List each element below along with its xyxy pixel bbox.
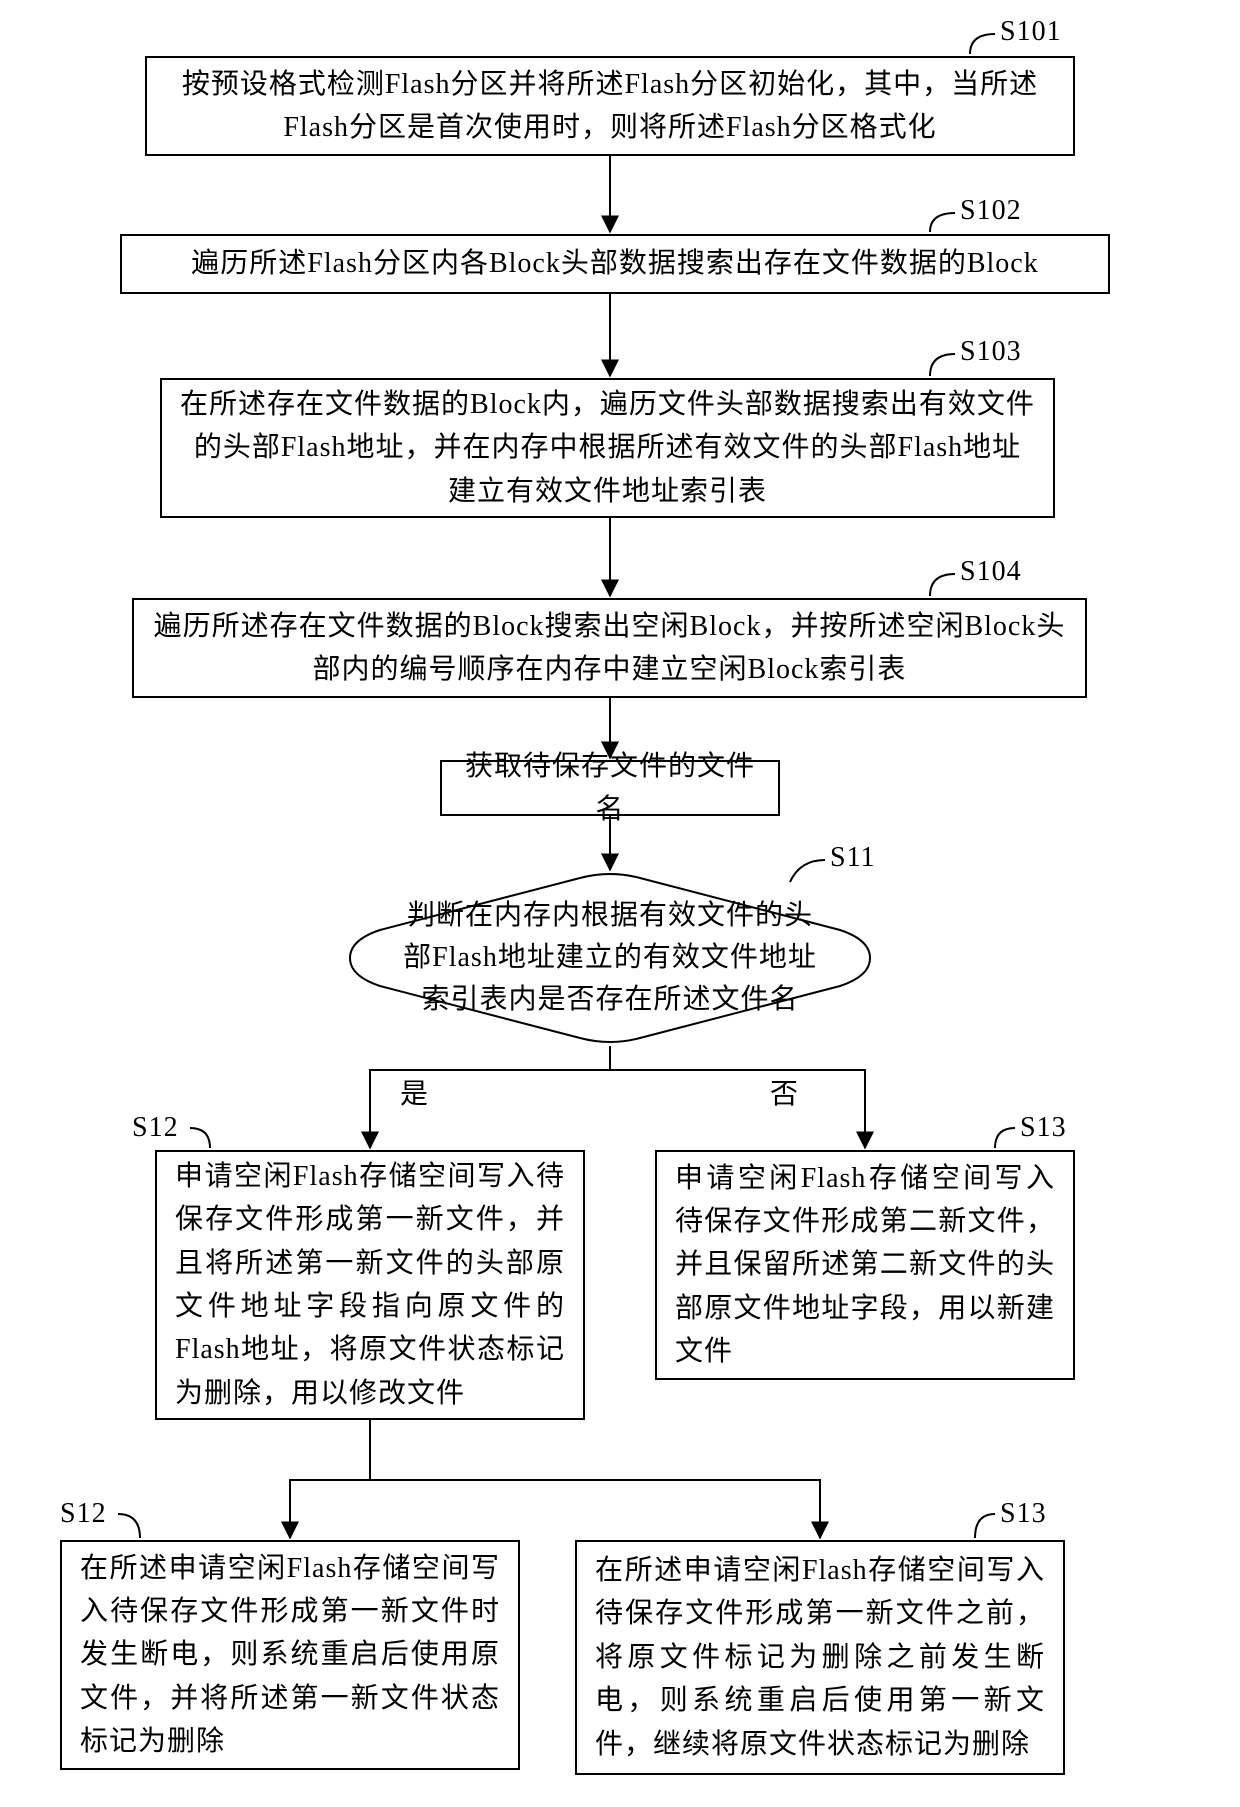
edge-s12-s13b	[370, 1480, 820, 1538]
leader-s101	[970, 34, 995, 54]
step-id-s12b: S12	[60, 1498, 107, 1530]
node-text: 申请空闲Flash存储空间写入待保存文件形成第一新文件，并且将所述第一新文件的头…	[175, 1155, 565, 1415]
node-text: 申请空闲Flash存储空间写入待保存文件形成第二新文件，并且保留所述第二新文件的…	[675, 1157, 1055, 1374]
node-text: 遍历所述存在文件数据的Block搜索出空闲Block，并按所述空闲Block头部…	[152, 605, 1067, 692]
step-id-s12: S12	[132, 1112, 179, 1144]
edge-s11-s13	[610, 1070, 865, 1148]
leader-s13b	[975, 1514, 995, 1538]
step-id-s102: S102	[960, 195, 1022, 227]
flow-node-s12: 申请空闲Flash存储空间写入待保存文件形成第一新文件，并且将所述第一新文件的头…	[155, 1150, 585, 1420]
leader-s102	[930, 213, 955, 232]
flow-node-s102: 遍历所述Flash分区内各Block头部数据搜索出存在文件数据的Block	[120, 234, 1110, 294]
node-text: 在所述存在文件数据的Block内，遍历文件头部数据搜索出有效文件的头部Flash…	[180, 383, 1035, 513]
node-text: 获取待保存文件的文件名	[460, 745, 760, 832]
node-text: 在所述申请空闲Flash存储空间写入待保存文件形成第一新文件之前，将原文件标记为…	[595, 1549, 1045, 1766]
leader-s12	[190, 1128, 210, 1148]
leader-s12b	[118, 1514, 140, 1538]
node-text: 遍历所述Flash分区内各Block头部数据搜索出存在文件数据的Block	[191, 242, 1038, 285]
node-text: 判断在内存内根据有效文件的头部Flash地址建立的有效文件地址索引表内是否存在所…	[400, 895, 820, 1021]
flow-node-s103: 在所述存在文件数据的Block内，遍历文件头部数据搜索出有效文件的头部Flash…	[160, 378, 1055, 518]
branch-label-yes: 是	[400, 1072, 429, 1112]
step-id-s104: S104	[960, 556, 1022, 588]
leader-s13	[995, 1128, 1015, 1148]
edge-s12-s12b	[290, 1420, 370, 1538]
step-id-s11: S11	[830, 842, 876, 874]
flow-node-s101: 按预设格式检测Flash分区并将所述Flash分区初始化，其中，当所述Flash…	[145, 56, 1075, 156]
leader-s11	[790, 860, 825, 882]
flow-node-s11-text: 判断在内存内根据有效文件的头部Flash地址建立的有效文件地址索引表内是否存在所…	[400, 895, 820, 1021]
step-id-s101: S101	[1000, 16, 1062, 48]
flow-node-s13b: 在所述申请空闲Flash存储空间写入待保存文件形成第一新文件之前，将原文件标记为…	[575, 1540, 1065, 1775]
step-id-s103: S103	[960, 336, 1022, 368]
step-id-s13: S13	[1020, 1112, 1067, 1144]
leader-s103	[930, 354, 955, 376]
leader-s104	[930, 574, 955, 596]
node-text: 在所述申请空闲Flash存储空间写入待保存文件形成第一新文件时发生断电，则系统重…	[80, 1547, 500, 1764]
step-id-s13b: S13	[1000, 1498, 1047, 1530]
flow-node-getname: 获取待保存文件的文件名	[440, 760, 780, 816]
node-text: 按预设格式检测Flash分区并将所述Flash分区初始化，其中，当所述Flash…	[165, 63, 1055, 150]
flow-node-s12b: 在所述申请空闲Flash存储空间写入待保存文件形成第一新文件时发生断电，则系统重…	[60, 1540, 520, 1770]
flow-node-s104: 遍历所述存在文件数据的Block搜索出空闲Block，并按所述空闲Block头部…	[132, 598, 1087, 698]
branch-label-no: 否	[770, 1072, 799, 1112]
flow-node-s13: 申请空闲Flash存储空间写入待保存文件形成第二新文件，并且保留所述第二新文件的…	[655, 1150, 1075, 1380]
